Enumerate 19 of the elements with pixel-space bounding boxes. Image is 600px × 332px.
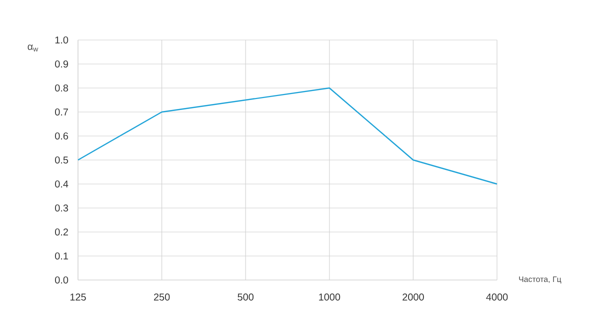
y-tick-label: 0.5	[55, 156, 68, 164]
y-axis-title: α$_{w}$	[28, 44, 38, 52]
line-series	[77, 87, 498, 185]
x-tick-label: 4000	[486, 294, 508, 301]
y-tick-label: 0.9	[55, 60, 68, 68]
x-tick-label: 2000	[402, 294, 424, 301]
y-tick-label: 0.1	[55, 252, 68, 260]
x-tick-label: 250	[154, 294, 170, 301]
y-tick-label: 0.3	[55, 204, 68, 212]
x-tick-label: 125	[70, 294, 86, 301]
y-tick-label: 0.4	[55, 180, 68, 188]
y-tick-label: 0.2	[55, 228, 68, 236]
x-tick-label: 500	[238, 294, 254, 301]
x-tick-label: 1000	[319, 294, 340, 301]
y-tick-label: 0.8	[55, 84, 68, 92]
y-tick-label: 0.0	[55, 276, 68, 284]
y-tick-label: 0.6	[55, 132, 68, 140]
y-tick-label: 0.7	[55, 108, 68, 116]
y-tick-label: 1.0	[55, 36, 68, 44]
